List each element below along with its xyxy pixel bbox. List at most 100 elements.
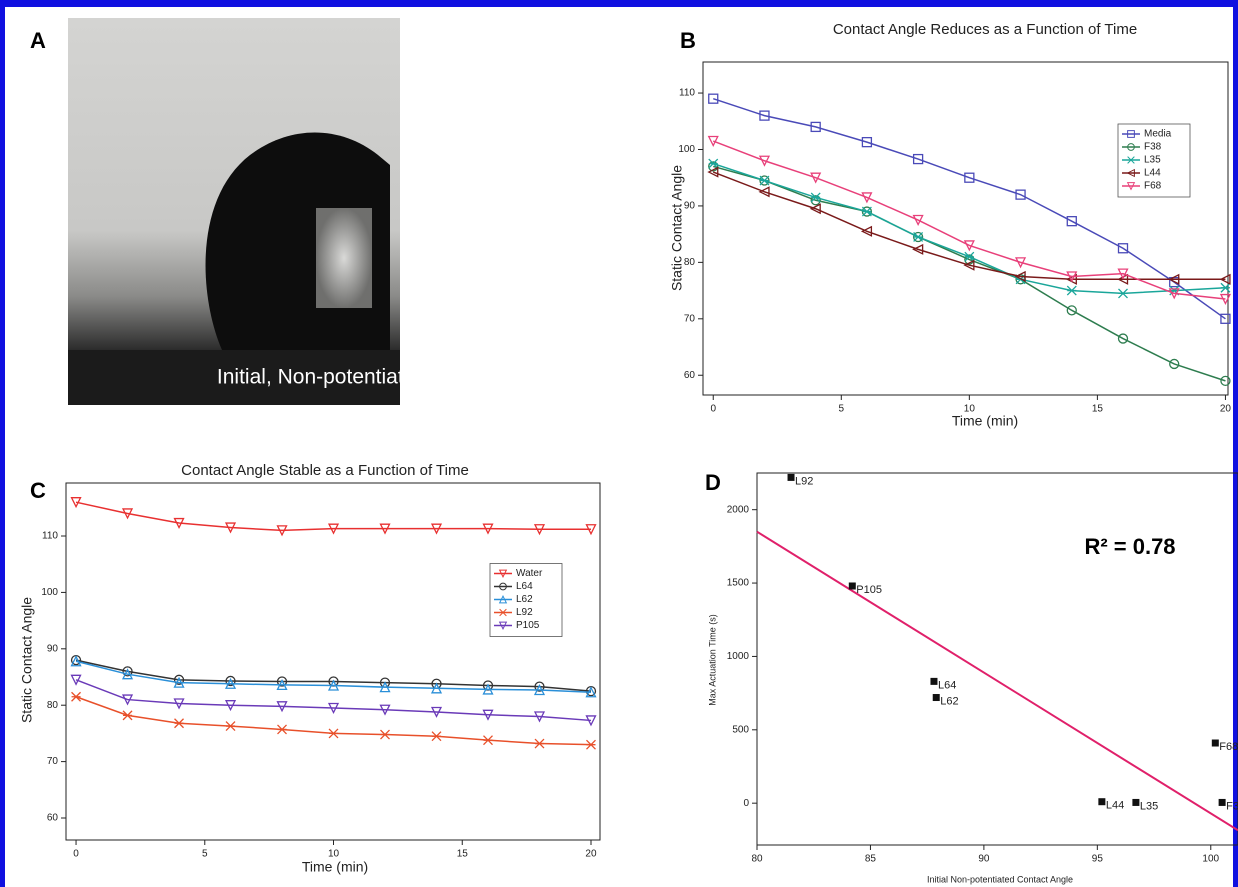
plot-frame <box>702 61 1229 396</box>
marker <box>1014 270 1026 283</box>
marker <box>70 497 82 509</box>
marker <box>1015 257 1027 269</box>
photo-caption: Initial, Non-potentiated <box>217 366 427 389</box>
marker <box>70 674 82 686</box>
marker <box>533 684 546 696</box>
marker <box>1127 130 1135 138</box>
point <box>1211 739 1219 747</box>
marker <box>964 251 975 262</box>
marker <box>1066 216 1077 227</box>
x-tick-label: 100 <box>1202 854 1219 865</box>
marker <box>912 214 924 226</box>
y-tick-label: 1000 <box>727 651 750 662</box>
marker <box>499 582 507 591</box>
y-axis-label: Max Actuation Time (s) <box>707 614 717 706</box>
point-label: L92 <box>795 475 813 487</box>
x-tick-label: 0 <box>73 849 79 860</box>
marker <box>121 508 134 520</box>
legend-label: L92 <box>516 607 533 618</box>
marker <box>585 686 597 698</box>
marker <box>1118 288 1128 299</box>
marker <box>225 675 236 687</box>
point-label: L62 <box>940 695 958 707</box>
marker <box>809 203 821 215</box>
legend-label: Media <box>1144 129 1172 140</box>
y-tick-label: 90 <box>684 201 696 212</box>
marker <box>277 724 287 735</box>
panel-label: A <box>30 28 46 53</box>
marker <box>1117 333 1129 344</box>
panel-label: B <box>680 28 696 53</box>
point-label: L64 <box>938 679 956 691</box>
marker <box>1127 156 1135 164</box>
marker <box>758 155 771 167</box>
marker <box>173 674 185 685</box>
marker <box>810 172 822 184</box>
marker <box>276 678 288 691</box>
x-tick-label: 85 <box>865 854 877 865</box>
marker <box>1066 305 1077 316</box>
legend-label: L35 <box>1144 155 1161 166</box>
marker <box>327 523 340 535</box>
marker <box>121 694 134 706</box>
y-tick-label: 100 <box>41 587 58 598</box>
marker <box>1169 358 1180 370</box>
marker <box>1117 243 1129 254</box>
y-axis-label: Static Contact Angle <box>669 165 685 291</box>
marker <box>534 738 545 749</box>
marker <box>121 668 134 680</box>
trendline <box>756 530 1238 832</box>
x-tick-label: 90 <box>978 854 990 865</box>
marker <box>861 206 872 217</box>
y-tick-label: 110 <box>42 531 58 542</box>
chart-title: Contact Angle Reduces as a Function of T… <box>833 21 1137 38</box>
marker <box>912 153 924 165</box>
marker <box>1015 189 1026 200</box>
marker <box>327 702 340 714</box>
series-line <box>713 97 1226 320</box>
y-tick-label: 100 <box>678 144 695 155</box>
x-tick-label: 15 <box>1092 404 1104 415</box>
marker <box>758 186 770 198</box>
marker <box>327 679 340 691</box>
marker <box>964 172 975 183</box>
marker <box>1220 282 1231 293</box>
marker <box>431 731 442 742</box>
legend-label: F68 <box>1144 181 1162 192</box>
legend-label: L64 <box>516 581 533 592</box>
marker <box>707 166 719 178</box>
marker <box>174 718 184 729</box>
x-tick-label: 5 <box>839 404 845 415</box>
legend-label: L44 <box>1144 168 1161 179</box>
marker <box>71 691 82 702</box>
marker <box>482 683 494 695</box>
y-tick-label: 70 <box>47 756 59 767</box>
marker <box>964 254 975 265</box>
y-tick-label: 80 <box>47 700 59 711</box>
marker <box>586 739 596 750</box>
legend-label: L62 <box>516 594 533 605</box>
marker <box>122 666 133 677</box>
y-tick-label: 70 <box>684 313 696 324</box>
marker <box>585 715 597 727</box>
x-tick-label: 0 <box>710 404 716 415</box>
point-label: P105 <box>856 584 882 596</box>
point-label: F38 <box>1226 800 1238 812</box>
marker <box>224 677 237 689</box>
x-axis-label: Time (min) <box>302 859 368 875</box>
marker <box>585 524 597 536</box>
y-tick-label: 60 <box>47 813 59 824</box>
x-tick-label: 10 <box>964 404 976 415</box>
point-label: L35 <box>1140 800 1158 812</box>
marker <box>173 517 185 529</box>
legend-label: F38 <box>1144 142 1162 153</box>
marker <box>810 195 821 206</box>
marker <box>533 524 546 536</box>
marker <box>1168 288 1180 300</box>
marker <box>913 232 924 242</box>
y-tick-label: 1500 <box>727 578 750 589</box>
x-axis-label: Time (min) <box>952 413 1018 429</box>
marker <box>380 729 390 740</box>
marker <box>810 192 821 203</box>
